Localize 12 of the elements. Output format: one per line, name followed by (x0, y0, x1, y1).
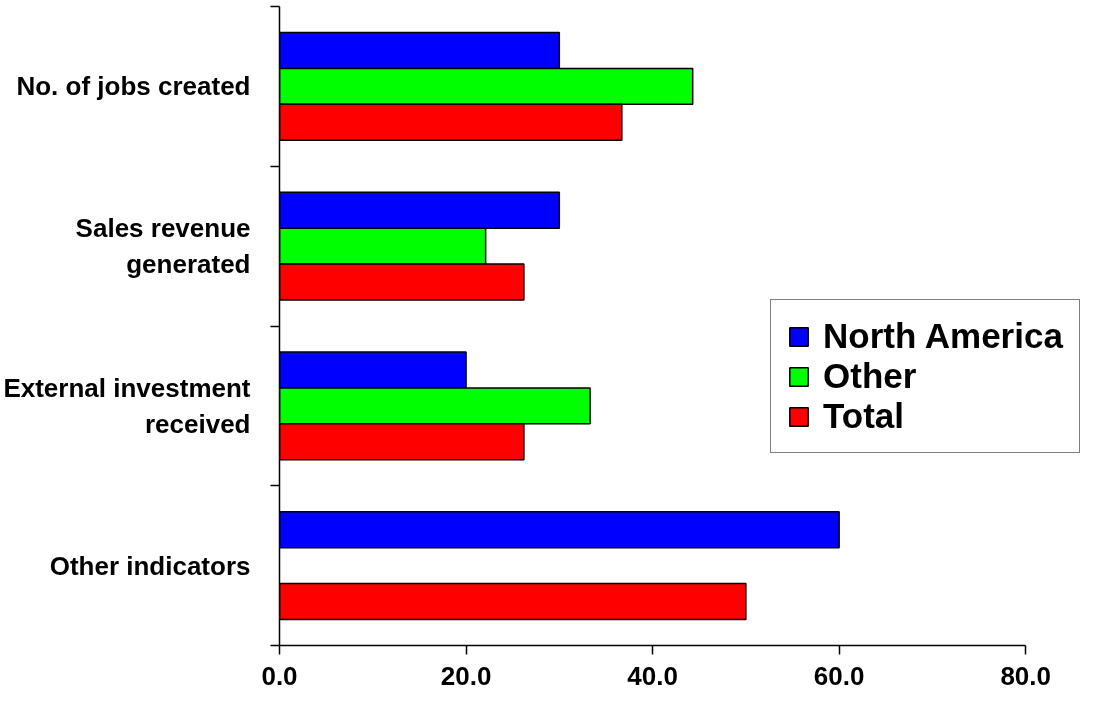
x-tick-label: 80.0 (1000, 660, 1051, 691)
y-tick-label: No. of jobs created (16, 71, 251, 102)
y-tick-label: Sales revenue generated (75, 213, 251, 280)
legend-label: Total (823, 396, 905, 436)
y-tick-label: Other indicators (49, 550, 251, 581)
x-tick-label: 0.0 (261, 660, 298, 691)
y-tick-label: External investment received (3, 372, 251, 439)
x-tick-label: 60.0 (813, 660, 865, 691)
x-tick-label: 20.0 (440, 660, 492, 691)
legend-label: Other (823, 356, 917, 396)
x-tick-label: 40.0 (627, 660, 678, 691)
legend-label: North America (823, 316, 1063, 356)
